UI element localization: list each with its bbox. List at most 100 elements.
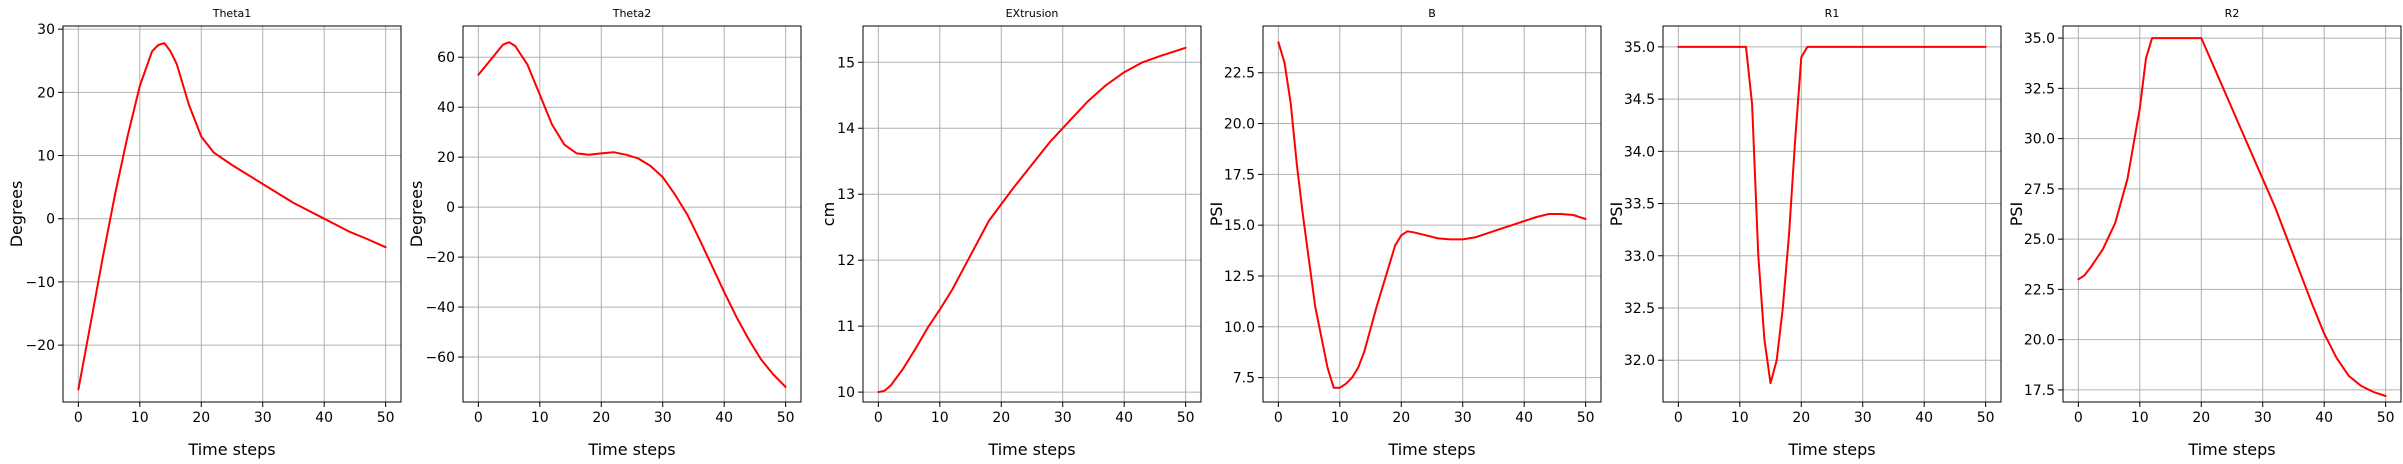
x-tick-label: 30 xyxy=(254,410,272,426)
y-tick-label: 27.5 xyxy=(2024,182,2055,198)
x-axis-label: Time steps xyxy=(2187,440,2275,459)
y-tick-label: 20 xyxy=(437,150,455,166)
y-tick-label: 10.0 xyxy=(1224,320,1255,336)
x-tick-label: 30 xyxy=(654,410,672,426)
x-tick-label: 50 xyxy=(2377,410,2395,426)
x-tick-label: 50 xyxy=(1577,410,1595,426)
y-tick-label: 32.5 xyxy=(2024,81,2055,97)
y-tick-label: 17.5 xyxy=(1224,167,1255,183)
extrusion-chart: EXtrusion Time steps cm 0 10 20 30 40 5010111… xyxy=(819,7,1202,459)
y-tick-label: 13 xyxy=(837,187,855,203)
x-tick-label: 20 xyxy=(1392,410,1410,426)
y-tick-label: 14 xyxy=(837,121,855,137)
y-tick-label: 35.0 xyxy=(1624,40,1655,56)
series-line xyxy=(2077,37,2387,397)
y-tick-label: 34.0 xyxy=(1624,144,1655,160)
x-axis-ticks: 0 10 20 30 40 50 xyxy=(2074,402,2395,426)
y-tick-label: 22.5 xyxy=(2024,282,2055,298)
y-axis-ticks: 17.5 20.0 22.5 25.0 27.5 30.0 32.5 35.0 xyxy=(2024,31,2063,399)
plot-frame xyxy=(1662,25,2002,403)
x-axis-label: Time steps xyxy=(587,440,675,459)
x-tick-label: 50 xyxy=(377,410,395,426)
x-tick-label: 20 xyxy=(992,410,1010,426)
x-tick-label: 30 xyxy=(1454,410,1472,426)
x-axis-ticks: 0 10 20 30 40 50 xyxy=(1274,402,1595,426)
y-axis-ticks: 7.5 10.0 12.5 15.0 17.5 20.0 22.5 xyxy=(1224,66,1263,387)
x-axis-ticks: 0 10 20 30 40 50 xyxy=(1674,402,1995,426)
y-tick-label: −40 xyxy=(425,300,455,316)
y-axis-label: cm xyxy=(819,202,838,226)
chart-title: Theta1 xyxy=(212,7,252,20)
x-tick-label: 10 xyxy=(1731,410,1749,426)
x-tick-label: 0 xyxy=(74,410,83,426)
y-tick-label: 20.0 xyxy=(2024,333,2055,349)
plot-frame xyxy=(862,25,1202,403)
y-tick-label: −20 xyxy=(425,250,455,266)
x-tick-label: 0 xyxy=(874,410,883,426)
y-axis-label: PSI xyxy=(2007,202,2026,227)
y-tick-label: 11 xyxy=(837,319,855,335)
y-tick-label: 10 xyxy=(37,149,55,165)
b-chart: B Time steps PSI 0 10 20 30 40 50 7.5 10.0 12.5 1… xyxy=(1207,7,1602,459)
r2-chart: R2 Time steps PSI 0 10 20 30 40 50 17.5 20.0 22.… xyxy=(2007,7,2402,459)
y-tick-label: 15.0 xyxy=(1224,218,1255,234)
x-tick-label: 40 xyxy=(1115,410,1133,426)
y-tick-label: 60 xyxy=(437,50,455,66)
y-axis-label: PSI xyxy=(1607,202,1626,227)
x-axis-label: Time steps xyxy=(187,440,275,459)
y-tick-label: −60 xyxy=(425,350,455,366)
grid xyxy=(863,26,1201,402)
y-tick-label: 35.0 xyxy=(2024,31,2055,47)
r1-chart: R1 Time steps PSI 0 10 20 30 40 50 32.0 32.5 33.… xyxy=(1607,7,2002,459)
y-tick-label: 30.0 xyxy=(2024,132,2055,148)
plot-frame xyxy=(1262,25,1602,403)
y-tick-label: −10 xyxy=(25,275,55,291)
x-tick-label: 40 xyxy=(1515,410,1533,426)
x-tick-label: 40 xyxy=(715,410,733,426)
plot-frame xyxy=(62,25,402,403)
y-axis-ticks: 10 11 12 13 14 15 xyxy=(837,55,863,401)
x-tick-label: 10 xyxy=(1331,410,1349,426)
y-tick-label: 15 xyxy=(837,55,855,71)
y-axis-ticks: −60 −40 −20 0 20 40 60 xyxy=(425,50,463,366)
grid xyxy=(1263,26,1601,402)
plot-frame xyxy=(2062,25,2402,403)
x-tick-label: 50 xyxy=(777,410,795,426)
y-axis-ticks: −20 −10 0 10 20 30 xyxy=(25,22,63,354)
x-tick-label: 10 xyxy=(531,410,549,426)
y-tick-label: 0 xyxy=(446,200,455,216)
x-tick-label: 40 xyxy=(2315,410,2333,426)
x-tick-label: 20 xyxy=(1792,410,1810,426)
x-tick-label: 0 xyxy=(1274,410,1283,426)
chart-title: R1 xyxy=(1825,7,1840,20)
y-tick-label: 10 xyxy=(837,385,855,401)
y-tick-label: 0 xyxy=(46,212,55,228)
x-tick-label: 20 xyxy=(592,410,610,426)
x-tick-label: 50 xyxy=(1977,410,1995,426)
series-line xyxy=(1277,41,1587,389)
theta2-chart: Theta2 Time steps Degrees 0 10 20 30 40 50 −60… xyxy=(407,7,802,459)
y-tick-label: 17.5 xyxy=(2024,383,2055,399)
x-tick-label: 40 xyxy=(315,410,333,426)
y-tick-label: 22.5 xyxy=(1224,66,1255,82)
x-axis-ticks: 0 10 20 30 40 50 xyxy=(74,402,395,426)
y-tick-label: 34.5 xyxy=(1624,92,1655,108)
y-tick-label: 33.0 xyxy=(1624,249,1655,265)
y-tick-label: −20 xyxy=(25,338,55,354)
x-tick-label: 30 xyxy=(1054,410,1072,426)
y-tick-label: 12.5 xyxy=(1224,269,1255,285)
x-tick-label: 50 xyxy=(1177,410,1195,426)
chart-title: R2 xyxy=(2225,7,2240,20)
x-tick-label: 20 xyxy=(192,410,210,426)
x-tick-label: 20 xyxy=(2192,410,2210,426)
x-tick-label: 0 xyxy=(1674,410,1683,426)
x-tick-label: 10 xyxy=(2131,410,2149,426)
y-axis-label: Degrees xyxy=(7,181,26,248)
chart-title: EXtrusion xyxy=(1006,7,1059,20)
x-tick-label: 30 xyxy=(1854,410,1872,426)
y-axis-label: PSI xyxy=(1207,202,1226,227)
y-tick-label: 7.5 xyxy=(1233,371,1255,387)
y-axis-ticks: 32.0 32.5 33.0 33.5 34.0 34.5 35.0 xyxy=(1624,40,1663,369)
x-tick-label: 0 xyxy=(474,410,483,426)
